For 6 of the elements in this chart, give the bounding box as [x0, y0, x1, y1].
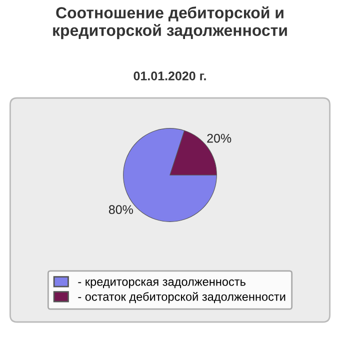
- legend-label: - кредиторская задолженность: [78, 279, 246, 288]
- legend-label: - остаток дебиторской задолженности: [78, 292, 286, 304]
- data-label: 80%: [108, 205, 133, 214]
- data-label: 20%: [207, 134, 232, 143]
- chart-title: Соотношение дебиторской и кредиторской задолженности: [53, 6, 287, 40]
- chart-subtitle: 01.01.2020 г.: [134, 72, 206, 80]
